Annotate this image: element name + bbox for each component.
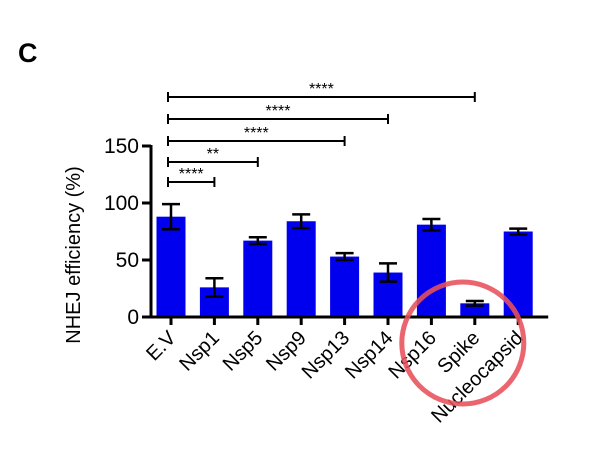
significance-bracket: **** [167, 125, 346, 146]
error-bar [422, 217, 441, 232]
bars [156, 202, 533, 317]
significance-label: **** [244, 125, 269, 142]
y-tick-label: 100 [104, 192, 139, 215]
significance-label: **** [266, 103, 291, 120]
y-tick-label: 150 [104, 135, 139, 158]
error-bar [205, 276, 224, 298]
error-bar [248, 235, 267, 246]
x-tick-label: Nsp14 [341, 327, 397, 383]
error-bar [292, 213, 311, 230]
annotations [399, 279, 527, 407]
significance-bracket: **** [167, 166, 216, 187]
y-axis-label: NHEJ efficiency (%) [63, 166, 85, 343]
highlight-circle [399, 279, 527, 407]
x-axis: E.VNsp1Nsp5Nsp9Nsp13Nsp14Nsp16SpikeNucle… [142, 315, 549, 427]
bar-ev [156, 216, 186, 317]
significance-brackets: ****************** [167, 81, 476, 187]
bar-nsp9 [286, 221, 316, 317]
bar-nsp16 [416, 224, 446, 317]
error-bar [162, 202, 180, 231]
significance-label: ** [207, 146, 219, 163]
significance-bracket: **** [167, 81, 476, 102]
error-bar [465, 299, 484, 307]
significance-bracket: **** [167, 103, 389, 124]
significance-label: **** [179, 166, 204, 183]
significance-label: **** [309, 81, 334, 98]
significance-bracket: ** [167, 146, 259, 167]
x-tick-label: Nsp13 [298, 327, 354, 383]
error-bar [335, 251, 354, 262]
x-tick-label: Nsp1 [175, 327, 224, 376]
bar-nsp13 [330, 256, 360, 317]
panel-label: C [18, 38, 38, 68]
error-bar [379, 262, 397, 283]
y-tick-label: 0 [127, 306, 139, 329]
error-bar [509, 227, 528, 236]
y-tick-label: 50 [116, 249, 139, 272]
y-axis: 0 50 100 150 [104, 135, 153, 329]
bar-nsp5 [243, 240, 273, 317]
x-tick-label: Nsp5 [219, 327, 268, 376]
